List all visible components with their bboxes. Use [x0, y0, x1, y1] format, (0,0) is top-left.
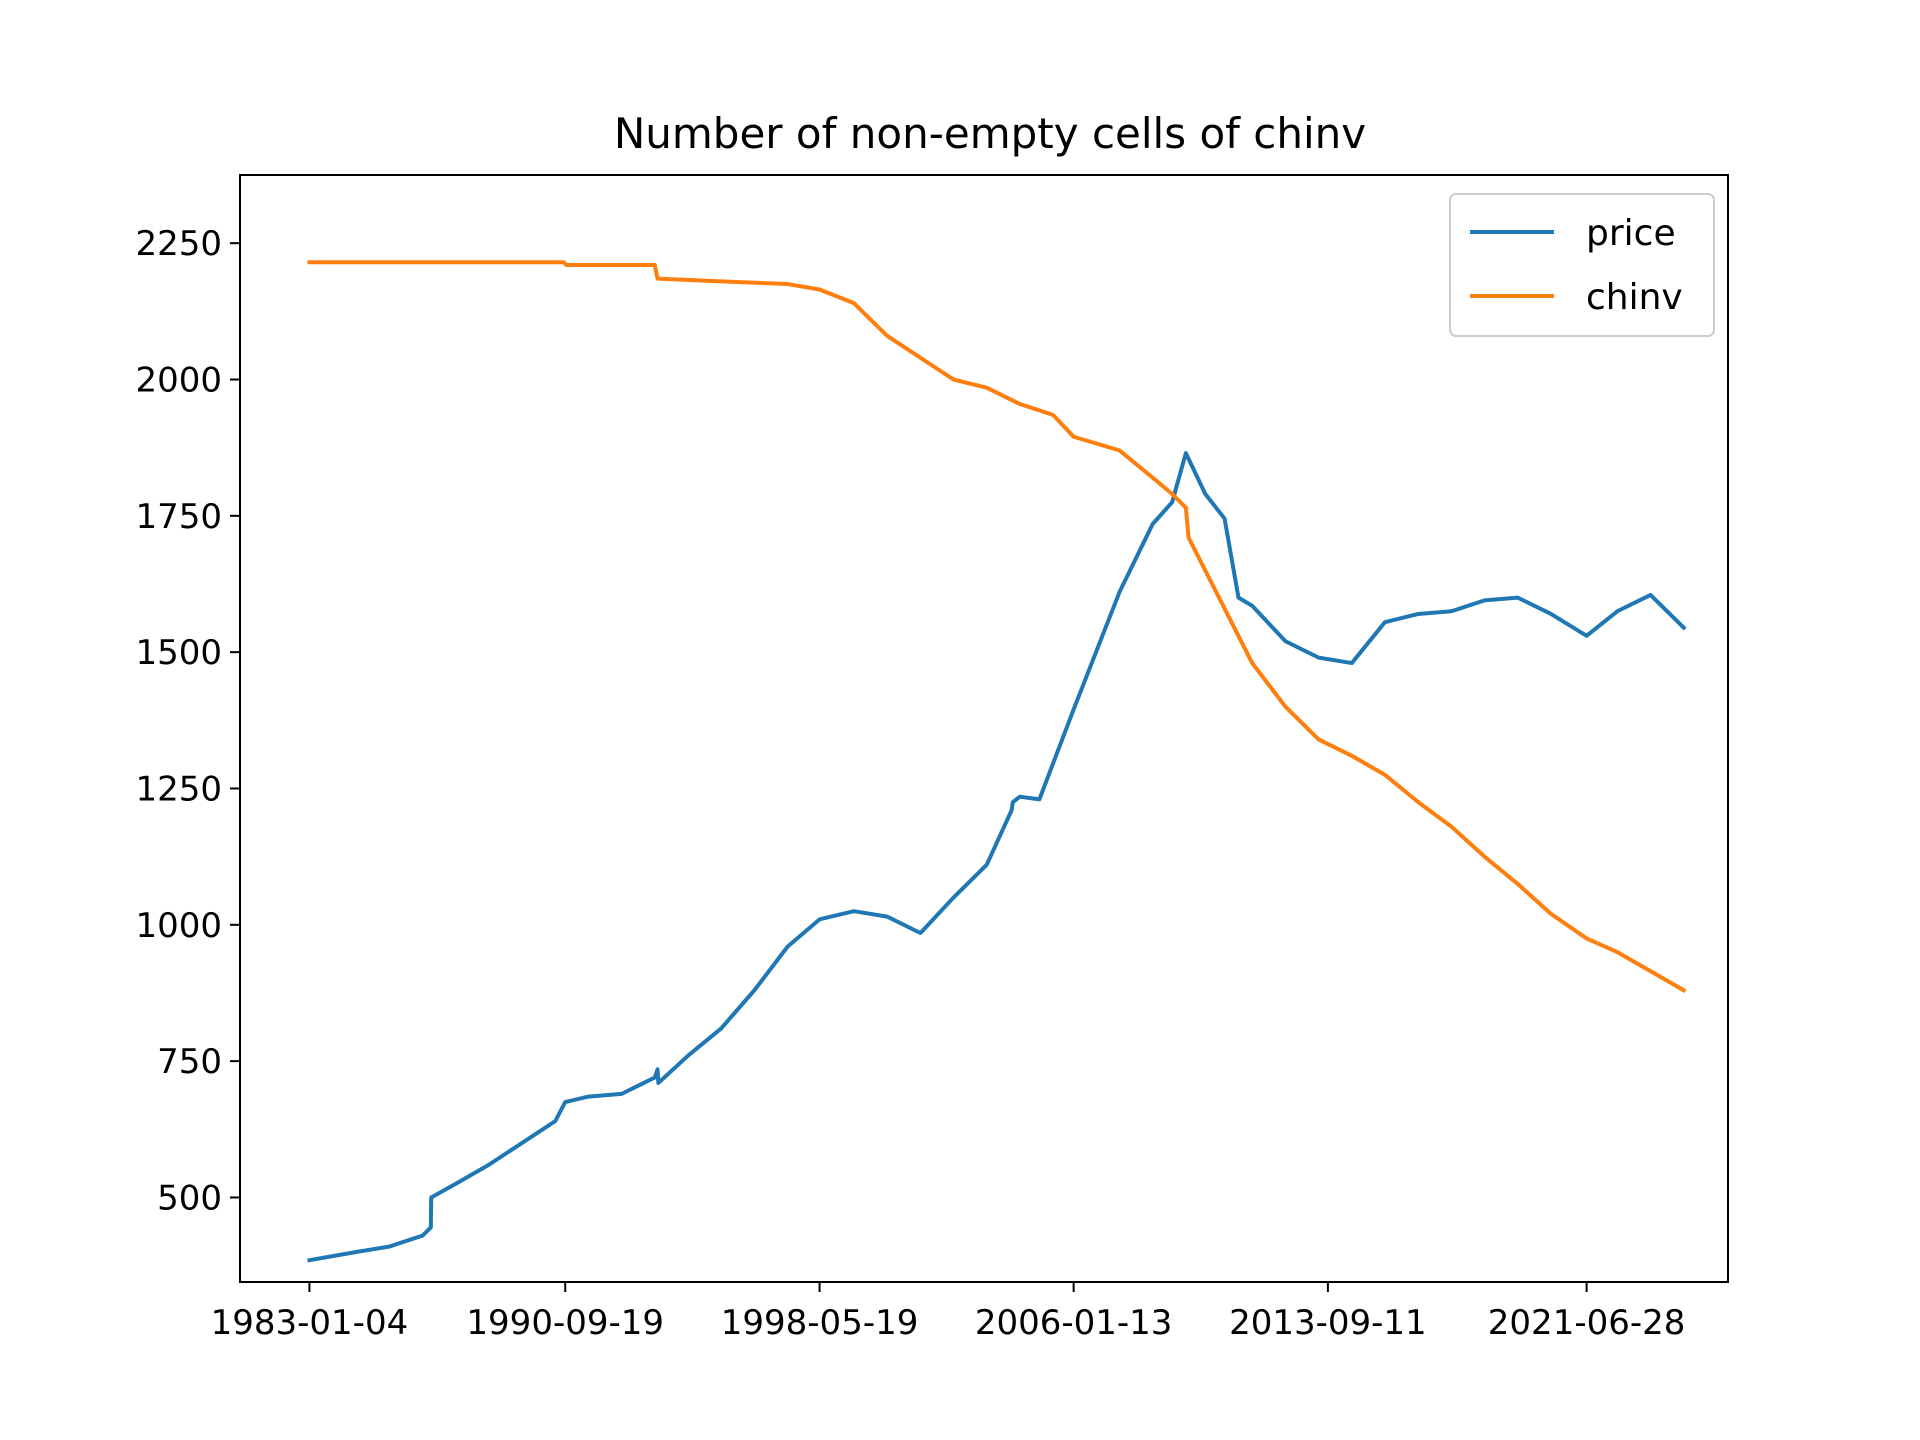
y-tick-label: 1500	[135, 633, 222, 673]
y-tick-label: 750	[157, 1042, 222, 1082]
x-tick-label: 1983-01-04	[211, 1303, 409, 1343]
y-tick-label: 1250	[135, 769, 222, 809]
legend-label-chinv: chinv	[1586, 277, 1683, 318]
plot-area-frame	[239, 174, 1729, 1283]
legend-label-price: price	[1586, 213, 1676, 254]
x-axis: 1983-01-04 1990-09-19 1998-05-19 2006-01-13…	[211, 1282, 1686, 1343]
y-tick-label: 1750	[135, 497, 222, 537]
y-axis: 500 750 1000 1250 1500 1750 2000 2250	[135, 224, 240, 1218]
legend: price chinv	[1449, 193, 1715, 337]
x-tick-label: 1990-09-19	[466, 1303, 664, 1343]
legend-box	[1449, 193, 1715, 337]
series-line-chinv	[307, 260, 1687, 993]
x-tick-label: 2006-01-13	[975, 1303, 1173, 1343]
y-tick-label: 1000	[135, 906, 222, 946]
series-line-price	[307, 451, 1687, 1263]
y-tick-label: 2250	[135, 224, 222, 264]
series-layer	[307, 260, 1687, 1263]
y-tick-label: 2000	[135, 360, 222, 400]
x-tick-label: 1998-05-19	[721, 1303, 919, 1343]
x-tick-label: 2013-09-11	[1229, 1303, 1427, 1343]
x-tick-label: 2021-06-28	[1488, 1303, 1686, 1343]
y-tick-label: 500	[157, 1178, 222, 1218]
chart-title: Number of non-empty cells of chinv	[614, 109, 1366, 158]
